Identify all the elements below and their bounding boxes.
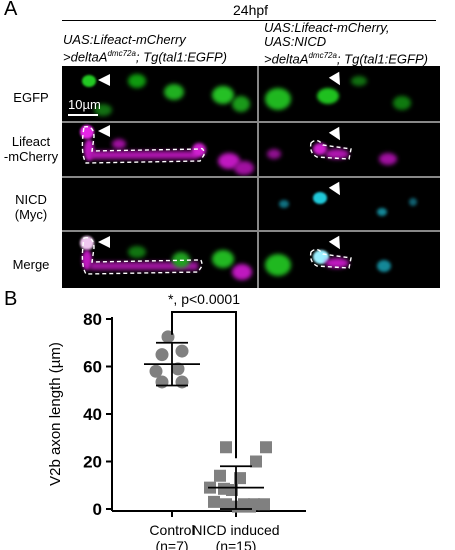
micrograph-egfp-nicd — [259, 66, 440, 121]
col2-line2: UAS:NICD — [264, 34, 327, 49]
x-category-label: Control — [149, 522, 194, 538]
micrograph-nicd-nicd — [259, 178, 440, 230]
control-point — [155, 348, 169, 362]
arrowhead-egfp-control — [98, 74, 110, 86]
row-label-nicd: NICD (Myc) — [0, 192, 62, 222]
y-axis-label: V2b axon length (µm) — [47, 342, 64, 486]
row-label-egfp-text: EGFP — [13, 90, 49, 105]
y-tick-label: 40 — [83, 405, 102, 424]
control-point — [149, 364, 163, 378]
x-category-label: NICD induced — [192, 522, 279, 538]
timepoint-rule — [62, 20, 436, 21]
control-point — [155, 375, 169, 389]
column-2-header: UAS:Lifeact-mCherry, UAS:NICD >deltaAdmc… — [264, 21, 428, 66]
row-label-nicd-line1: NICD — [15, 192, 47, 207]
row-label-lifeact: Lifeact -mCherry — [0, 134, 62, 164]
row-label-lifeact-line1: Lifeact — [11, 134, 51, 149]
scale-bar-label: 10µm — [68, 97, 101, 112]
row-label-egfp: EGFP — [0, 90, 62, 105]
row-label-merge: Merge — [0, 257, 62, 272]
panel-b-letter: B — [4, 288, 18, 310]
control-point — [171, 362, 185, 376]
micrograph-grid: 10µm — [62, 66, 440, 288]
panel-a-letter: A — [4, 0, 18, 20]
row-label-merge-text: Merge — [12, 257, 50, 272]
col1-line2: >deltaAdmc72a; Tg(tal1:EGFP) — [63, 47, 227, 64]
col1-line2-pre: >deltaA — [63, 49, 108, 65]
col2-line1: UAS:Lifeact-mCherry, — [264, 20, 390, 35]
axon-outline-nicd — [309, 139, 352, 160]
nicd-point — [220, 498, 232, 511]
arrowhead-egfp-nicd — [328, 71, 346, 89]
row-label-nicd-line2: (Myc) — [14, 207, 48, 222]
nicd-point — [260, 441, 272, 454]
significance-label: *, p<0.0001 — [168, 291, 240, 307]
y-tick-label: 80 — [83, 310, 102, 329]
nicd-point — [250, 455, 262, 468]
micrograph-mcherry-nicd — [259, 123, 440, 176]
col1-line1: UAS:Lifeact-mCherry — [63, 32, 186, 47]
nicd-point — [220, 441, 232, 454]
micrograph-mcherry-control — [62, 123, 257, 176]
timepoint-label: 24hpf — [233, 2, 269, 18]
micrograph-egfp-control: 10µm — [62, 66, 257, 121]
nicd-point — [208, 495, 220, 508]
arrowhead-nicd-nicd — [328, 181, 346, 199]
axon-outline-control — [81, 126, 205, 164]
col2-line3: >deltaAdmc72a; Tg(tal1:EGFP) — [264, 49, 428, 66]
col2-line3-post: ; Tg(tal1:EGFP) — [336, 51, 428, 67]
col2-line3-pre: >deltaA — [264, 51, 309, 67]
col1-line2-post: ; Tg(tal1:EGFP) — [135, 49, 227, 65]
control-point — [175, 375, 189, 389]
nicd-point — [234, 472, 246, 485]
nicd-point — [232, 500, 244, 513]
arrowhead-mcherry-control — [98, 125, 110, 137]
arrowhead-merge-control — [98, 236, 110, 248]
axon-outline-merge-control — [81, 237, 203, 275]
nicd-point — [258, 498, 270, 511]
x-category-count: (n=15) — [216, 538, 257, 550]
column-1-header: UAS:Lifeact-mCherry >deltaAdmc72a; Tg(ta… — [63, 33, 227, 64]
micrograph-merge-control — [62, 232, 257, 288]
y-tick-label: 20 — [83, 453, 102, 472]
micrograph-nicd-control — [62, 178, 257, 230]
y-tick-label: 60 — [83, 358, 102, 377]
nicd-point — [244, 500, 256, 513]
control-point — [175, 344, 189, 358]
col2-line3-sup: dmc72a — [308, 51, 337, 60]
col1-line2-sup: dmc72a — [107, 49, 136, 58]
scale-bar-line — [68, 114, 98, 116]
dot-plot: 0 20 40 60 80 V2b axon length (µm) Control(n=7… — [47, 291, 306, 550]
row-label-lifeact-line2: -mCherry — [3, 149, 59, 164]
y-tick-label: 0 — [93, 500, 102, 519]
x-category-count: (n=7) — [155, 538, 188, 550]
micrograph-merge-nicd — [259, 232, 440, 288]
nicd-point — [214, 469, 226, 482]
significance-bracket — [171, 311, 237, 459]
